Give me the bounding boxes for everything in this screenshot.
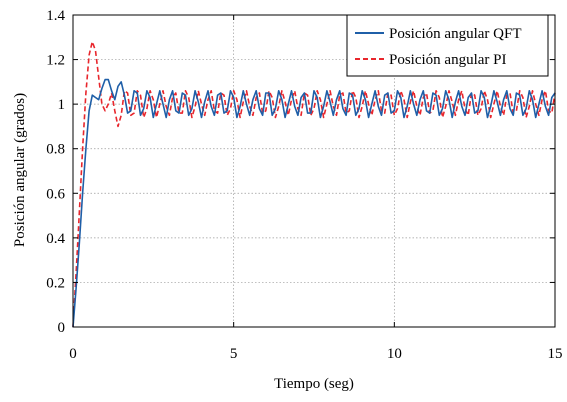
series-lines: [72, 40, 556, 328]
axis-ticks: [72, 14, 556, 328]
y-tick-labels: 0 0.2 0.4 0.6 0.8 1 1.2 1.4: [46, 8, 65, 336]
x-tick-labels: 0 5 10 15: [69, 346, 562, 362]
y-tick-label: 0: [58, 320, 66, 336]
legend-box: [346, 14, 549, 77]
series-line-qft: [72, 78, 556, 328]
y-tick-label: 1.4: [46, 8, 65, 24]
series-line-pi: [72, 40, 556, 328]
y-tick-label: 0.4: [46, 231, 65, 247]
y-tick-label: 1: [58, 97, 66, 113]
x-tick-label: 15: [548, 346, 563, 362]
legend-label-qft: Posición angular QFT: [389, 26, 522, 42]
y-tick-label: 0.2: [46, 275, 65, 291]
y-tick-label: 1.2: [46, 53, 65, 69]
y-tick-label: 0.8: [46, 142, 65, 158]
x-tick-label: 0: [69, 346, 77, 362]
x-axis-label: Tiempo (seg): [274, 376, 354, 392]
y-axis-label: Posición angular (grados): [12, 93, 28, 247]
y-tick-label: 0.6: [46, 186, 65, 202]
legend-label-pi: Posición angular PI: [389, 52, 507, 68]
plot-frame: [72, 14, 556, 328]
x-tick-label: 5: [230, 346, 238, 362]
x-tick-label: 10: [387, 346, 402, 362]
legend: Posición angular QFT Posición angular PI: [346, 14, 549, 77]
